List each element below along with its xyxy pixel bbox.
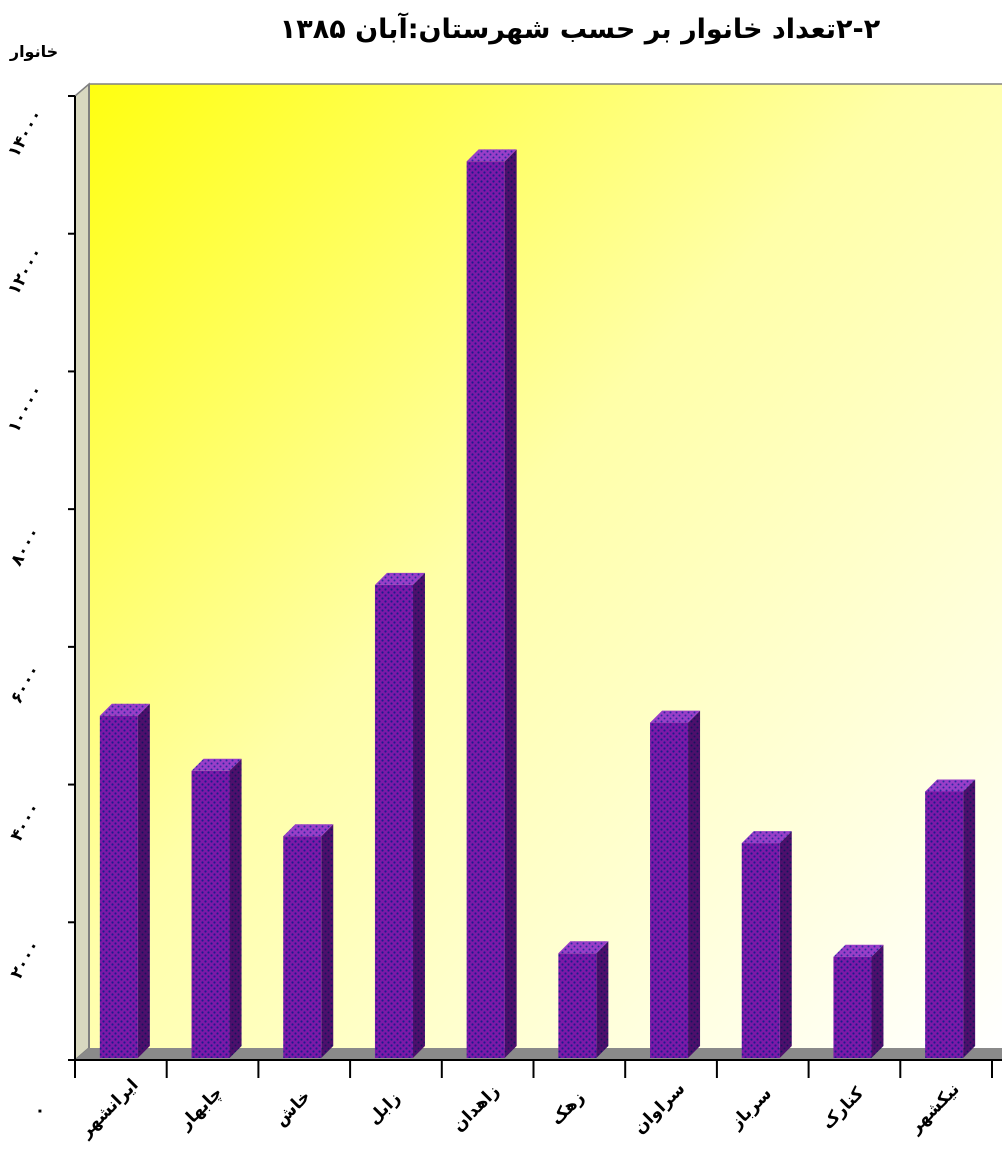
plot-left-wall <box>74 82 90 1062</box>
plot-back-wall <box>89 84 1002 1048</box>
bar-top <box>466 149 517 162</box>
bar-top <box>741 831 792 844</box>
bar-top <box>99 703 150 716</box>
bar <box>191 770 230 1058</box>
y-tick-label: ۱۰۰۰۰ <box>4 381 47 436</box>
bar <box>741 843 780 1058</box>
bar <box>833 956 872 1058</box>
y-tick-label: ۱۲۰۰۰ <box>4 244 47 299</box>
bar-side <box>137 703 150 1058</box>
x-category-label: زابل <box>364 1088 404 1128</box>
bar <box>650 722 689 1058</box>
bar-top <box>191 758 242 771</box>
x-category-label: زاهدان <box>449 1081 504 1136</box>
bar-side <box>596 941 609 1058</box>
x-category-label: کنارک <box>818 1083 868 1133</box>
bar <box>283 836 322 1058</box>
x-category-label: نیکشهر <box>905 1079 964 1138</box>
y-axis-label: خانوار <box>9 42 58 61</box>
x-category-label: خاش <box>271 1087 315 1131</box>
bar-side <box>963 779 976 1058</box>
x-category-label: سراوان <box>630 1079 689 1138</box>
x-category-label: سرباز <box>726 1084 776 1134</box>
bar-top <box>650 710 701 723</box>
bar <box>925 791 964 1058</box>
bars-group <box>99 149 976 1058</box>
bar-side <box>321 824 334 1058</box>
y-tick-label: ۱۴۰۰۰ <box>4 106 47 161</box>
bar <box>99 715 138 1058</box>
bar-side <box>779 831 792 1058</box>
bar-side <box>412 572 425 1058</box>
bar-top <box>374 572 425 585</box>
bar <box>374 584 413 1058</box>
bar-top <box>833 944 884 957</box>
bar-top <box>558 941 609 954</box>
y-tick-label: ۰ <box>35 1101 45 1121</box>
bar <box>466 161 505 1058</box>
x-category-label: زهک <box>547 1088 589 1130</box>
y-ticks-group: ۰ ۲۰۰۰ ۴۰۰۰ ۶۰۰۰ ۸۰۰۰ ۱۰۰۰۰ ۱۲۰۰۰ ۱۴۰۰۰ <box>4 95 75 1121</box>
y-tick-label: ۲۰۰۰ <box>7 937 45 983</box>
y-tick-label: ۶۰۰۰ <box>7 661 45 707</box>
x-category-label: چابهار <box>175 1083 227 1135</box>
bar-side <box>229 758 242 1058</box>
bar <box>558 953 597 1058</box>
bar-top <box>925 779 976 792</box>
y-tick-label: ۸۰۰۰ <box>7 524 45 570</box>
bar-top <box>283 824 334 837</box>
chart-title: ۲-۲تعداد خانوار بر حسب شهرستان:آبان ۱۳۸۵ <box>280 12 881 45</box>
x-ticks-group: ایرانشهر چابهار خاش زابل زاهدان زهک سراوان سربا… <box>74 1060 993 1142</box>
bar-side <box>871 944 884 1058</box>
bar-side <box>688 710 701 1058</box>
y-tick-label: ۴۰۰۰ <box>7 799 45 845</box>
bar-side <box>504 149 517 1058</box>
x-category-label: ایرانشهر <box>75 1075 142 1142</box>
